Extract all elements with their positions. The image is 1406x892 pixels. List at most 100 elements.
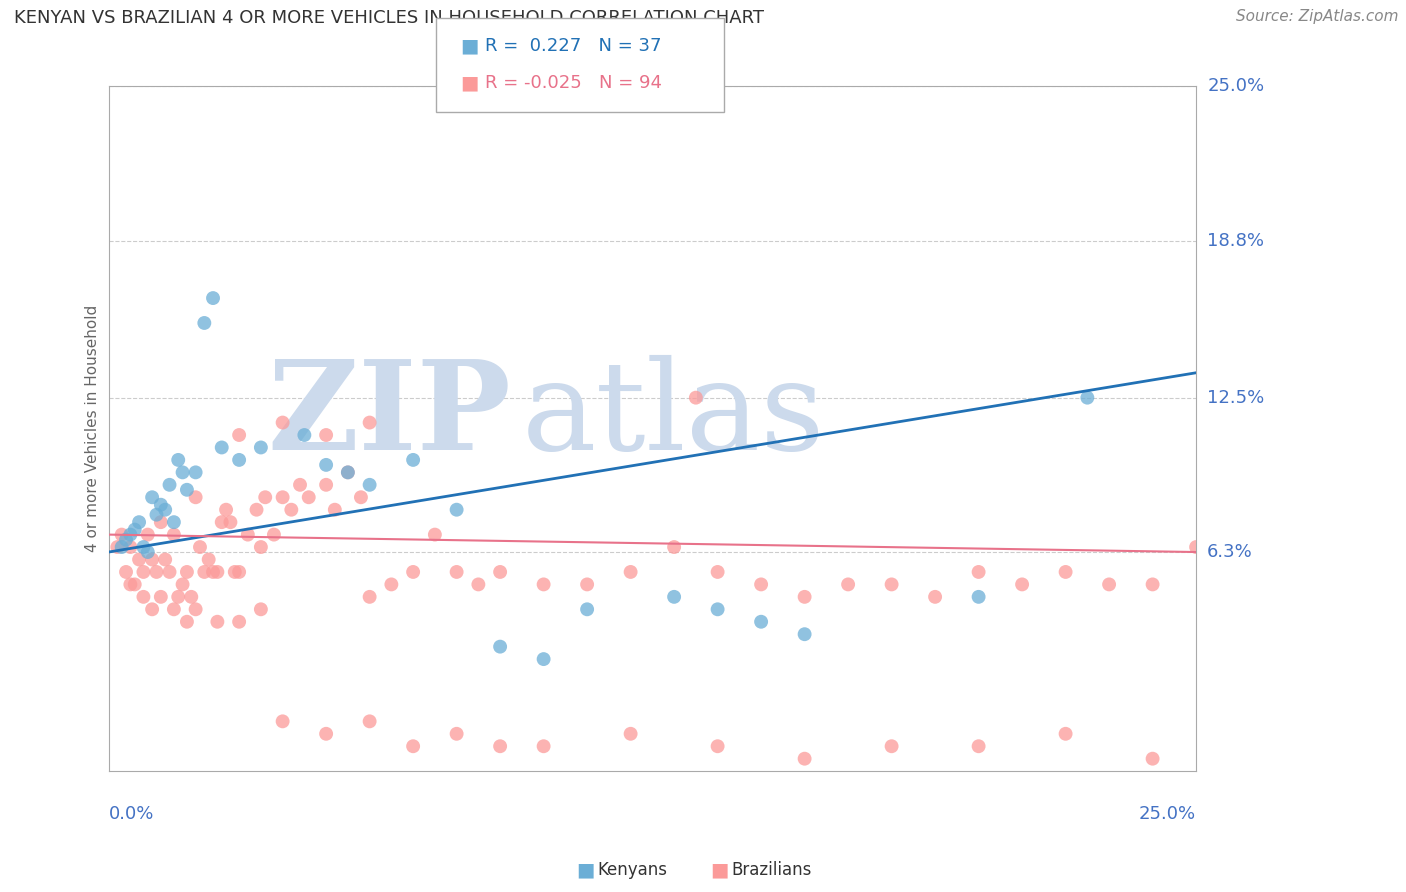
Point — [128, 515, 150, 529]
Point — [288, 478, 311, 492]
Point — [159, 478, 181, 492]
Point — [315, 478, 337, 492]
Point — [1098, 577, 1121, 591]
Text: Source: ZipAtlas.com: Source: ZipAtlas.com — [1236, 9, 1399, 24]
Point — [176, 565, 198, 579]
Point — [236, 527, 259, 541]
Point — [180, 590, 202, 604]
Point — [315, 458, 337, 472]
Point — [315, 727, 337, 741]
Point — [489, 640, 512, 654]
Point — [136, 527, 159, 541]
Point — [402, 739, 425, 754]
Point — [228, 615, 250, 629]
Point — [184, 466, 207, 480]
Point — [141, 602, 163, 616]
Point — [1011, 577, 1033, 591]
Point — [380, 577, 402, 591]
Point — [245, 502, 267, 516]
Point — [402, 565, 425, 579]
Point — [271, 416, 294, 430]
Point — [359, 590, 381, 604]
Point — [706, 565, 728, 579]
Point — [749, 577, 772, 591]
Point — [1076, 391, 1098, 405]
Point — [1185, 540, 1208, 554]
Point — [1054, 727, 1077, 741]
Point — [533, 652, 555, 666]
Point — [228, 565, 250, 579]
Point — [837, 577, 859, 591]
Text: 18.8%: 18.8% — [1208, 232, 1264, 250]
Point — [136, 545, 159, 559]
Point — [228, 453, 250, 467]
Point — [706, 739, 728, 754]
Y-axis label: 4 or more Vehicles in Household: 4 or more Vehicles in Household — [86, 305, 100, 552]
Point — [280, 502, 302, 516]
Point — [967, 739, 990, 754]
Point — [533, 577, 555, 591]
Point — [250, 441, 273, 455]
Point — [193, 316, 215, 330]
Point — [323, 502, 346, 516]
Text: 0.0%: 0.0% — [108, 805, 155, 823]
Point — [184, 602, 207, 616]
Point — [446, 502, 468, 516]
Point — [250, 540, 273, 554]
Point — [105, 540, 128, 554]
Point — [111, 540, 134, 554]
Point — [167, 590, 190, 604]
Point — [315, 428, 337, 442]
Point — [202, 565, 225, 579]
Text: KENYAN VS BRAZILIAN 4 OR MORE VEHICLES IN HOUSEHOLD CORRELATION CHART: KENYAN VS BRAZILIAN 4 OR MORE VEHICLES I… — [14, 9, 763, 27]
Point — [880, 577, 903, 591]
Point — [145, 565, 167, 579]
Point — [149, 590, 172, 604]
Point — [224, 565, 246, 579]
Point — [163, 527, 186, 541]
Point — [128, 552, 150, 566]
Point — [336, 466, 359, 480]
Point — [207, 565, 229, 579]
Text: ■: ■ — [710, 860, 728, 880]
Point — [172, 466, 194, 480]
Point — [211, 515, 233, 529]
Point — [219, 515, 242, 529]
Point — [149, 498, 172, 512]
Text: R = -0.025   N = 94: R = -0.025 N = 94 — [485, 74, 662, 92]
Point — [1054, 565, 1077, 579]
Point — [193, 565, 215, 579]
Point — [620, 565, 643, 579]
Text: ■: ■ — [576, 860, 595, 880]
Point — [124, 523, 146, 537]
Point — [132, 540, 155, 554]
Point — [228, 428, 250, 442]
Point — [533, 739, 555, 754]
Text: 6.3%: 6.3% — [1208, 543, 1253, 561]
Text: ■: ■ — [460, 37, 478, 55]
Point — [188, 540, 211, 554]
Point — [207, 615, 229, 629]
Point — [120, 540, 142, 554]
Text: Kenyans: Kenyans — [598, 861, 668, 879]
Point — [793, 627, 815, 641]
Point — [292, 428, 315, 442]
Point — [467, 577, 489, 591]
Point — [576, 602, 599, 616]
Point — [336, 466, 359, 480]
Point — [423, 527, 446, 541]
Point — [163, 602, 186, 616]
Point — [359, 714, 381, 729]
Point — [749, 615, 772, 629]
Point — [924, 590, 946, 604]
Point — [489, 739, 512, 754]
Point — [1142, 577, 1164, 591]
Point — [793, 752, 815, 766]
Point — [211, 441, 233, 455]
Point — [685, 391, 707, 405]
Point — [271, 714, 294, 729]
Point — [793, 590, 815, 604]
Text: Brazilians: Brazilians — [731, 861, 811, 879]
Point — [489, 565, 512, 579]
Point — [120, 527, 142, 541]
